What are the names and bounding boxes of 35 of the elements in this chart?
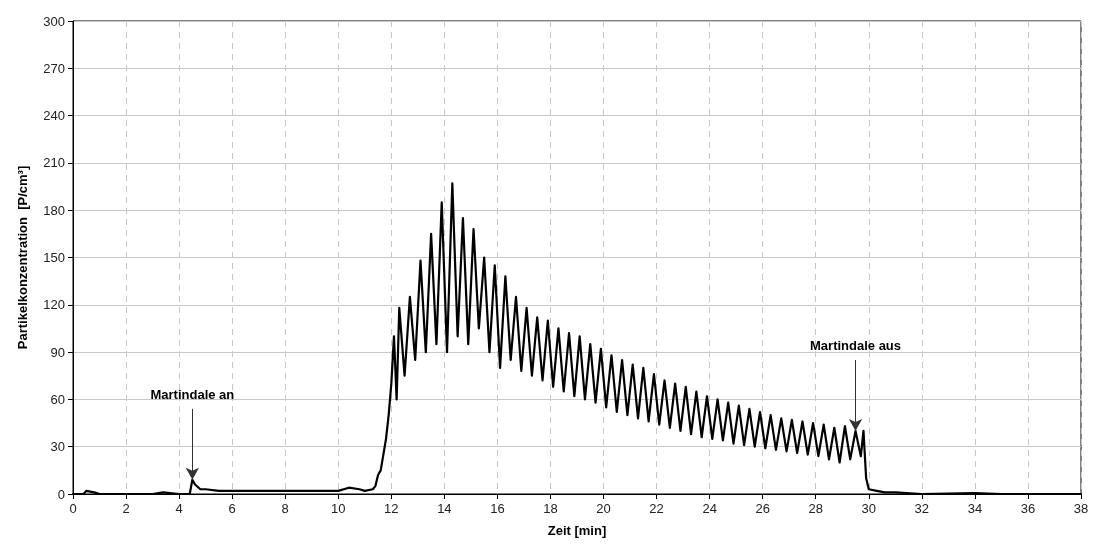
x-tick-label: 22 bbox=[649, 501, 664, 516]
x-tick-label: 28 bbox=[808, 501, 823, 516]
y-tick-label: 0 bbox=[57, 486, 65, 502]
x-tick-label: 8 bbox=[281, 501, 289, 516]
x-tick-label: 4 bbox=[175, 501, 183, 516]
x-tick-label: 16 bbox=[490, 501, 505, 516]
annotation: Martindale an bbox=[150, 386, 235, 402]
y-tick-label: 30 bbox=[50, 439, 65, 455]
x-tick-label: 6 bbox=[228, 501, 236, 516]
x-tick-label: 36 bbox=[1020, 501, 1036, 516]
y-tick-label: 240 bbox=[43, 108, 65, 124]
x-tick-label: 0 bbox=[69, 501, 77, 516]
annotation: Martindale aus bbox=[810, 337, 902, 353]
x-tick-label: 18 bbox=[543, 501, 558, 516]
x-tick-label: 32 bbox=[914, 501, 930, 516]
y-tick-label: 180 bbox=[43, 202, 65, 218]
x-tick-label: 12 bbox=[384, 501, 399, 516]
y-tick-label: 210 bbox=[43, 155, 65, 171]
y-tick-label: 150 bbox=[43, 250, 65, 265]
x-tick-label: 38 bbox=[1073, 501, 1089, 516]
x-tick-label: 2 bbox=[122, 501, 130, 516]
x-tick-label: 34 bbox=[967, 501, 983, 516]
x-tick-label: 30 bbox=[861, 501, 877, 516]
y-tick-label: 90 bbox=[50, 344, 65, 360]
y-tick-label: 270 bbox=[43, 60, 65, 76]
x-tick-label: 20 bbox=[596, 501, 611, 516]
x-tick-label: 10 bbox=[331, 501, 346, 516]
x-tick-label: 24 bbox=[702, 501, 717, 516]
x-tick-label: 14 bbox=[437, 501, 452, 516]
y-axis-title: Partikelkonzentration [P/cm³] bbox=[15, 165, 30, 350]
x-tick-label: 26 bbox=[755, 501, 770, 516]
x-axis-title: Zeit [min] bbox=[547, 523, 607, 538]
y-tick-label: 120 bbox=[43, 297, 65, 313]
y-tick-label: 300 bbox=[43, 13, 65, 29]
y-tick-label: 60 bbox=[50, 391, 65, 407]
